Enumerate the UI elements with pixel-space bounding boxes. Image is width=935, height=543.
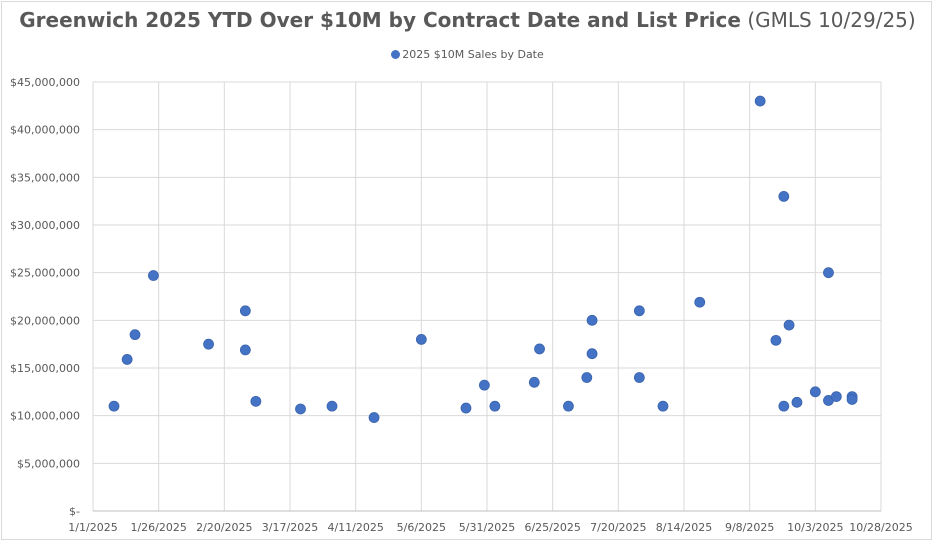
data-point	[148, 270, 159, 281]
x-tick-label: 6/25/2025	[524, 521, 580, 534]
data-point	[791, 396, 803, 408]
data-point	[415, 333, 427, 345]
x-tick-label: 8/14/2025	[656, 521, 712, 534]
data-point	[778, 190, 790, 202]
data-point	[250, 395, 262, 407]
data-point	[460, 402, 472, 414]
data-point	[778, 400, 790, 412]
data-point	[368, 412, 380, 423]
x-tick-label: 2/20/2025	[196, 521, 252, 534]
y-tick-label: $5,000,000	[17, 457, 80, 470]
data-point	[489, 400, 501, 412]
x-tick-label: 5/6/2025	[397, 521, 446, 534]
data-point	[528, 376, 540, 388]
y-tick-label: $15,000,000	[10, 362, 80, 375]
y-tick-label: $30,000,000	[10, 219, 80, 232]
data-point	[754, 95, 766, 107]
x-tick-label: 3/17/2025	[262, 521, 318, 534]
data-point	[108, 400, 120, 412]
data-point	[121, 354, 133, 365]
y-tick-label: $35,000,000	[10, 171, 80, 184]
legend-marker-icon	[391, 50, 401, 59]
chart-title-source: (GMLS 10/29/25)	[747, 8, 916, 32]
data-point	[770, 334, 782, 346]
data-point	[295, 403, 306, 415]
chart-title: Greenwich 2025 YTD Over $10M by Contract…	[0, 8, 935, 32]
x-tick-label: 1/1/2025	[68, 521, 117, 534]
data-point	[809, 386, 821, 398]
y-tick-label: $25,000,000	[10, 267, 80, 280]
data-point	[203, 338, 214, 350]
y-tick-label: $10,000,000	[10, 410, 80, 423]
data-point	[694, 296, 706, 308]
x-tick-label: 5/31/2025	[459, 521, 515, 534]
chart-legend: 2025 $10M Sales by Date	[0, 48, 935, 61]
data-point	[846, 394, 858, 405]
legend-label: 2025 $10M Sales by Date	[402, 48, 544, 61]
y-tick-label: $40,000,000	[10, 124, 80, 137]
data-point	[326, 400, 338, 412]
data-point	[239, 305, 251, 317]
data-point	[129, 329, 141, 341]
x-tick-label: 10/3/2025	[787, 521, 843, 534]
chart-title-main: Greenwich 2025 YTD Over $10M by Contract…	[19, 8, 741, 32]
data-point	[586, 348, 598, 360]
x-tick-label: 10/28/2025	[849, 521, 912, 534]
data-point	[783, 319, 795, 331]
data-point	[657, 400, 669, 412]
y-tick-label: $20,000,000	[10, 314, 80, 327]
data-point	[534, 343, 545, 355]
data-point	[633, 372, 645, 383]
data-point	[563, 400, 574, 412]
x-tick-label: 1/26/2025	[130, 521, 186, 534]
data-point	[823, 267, 834, 279]
x-tick-label: 4/11/2025	[327, 521, 383, 534]
data-point	[478, 379, 490, 391]
data-point	[586, 314, 598, 326]
x-tick-label: 7/20/2025	[590, 521, 646, 534]
data-point	[633, 305, 645, 317]
data-point	[239, 344, 251, 356]
data-point	[830, 391, 842, 403]
y-tick-label: $-	[69, 505, 80, 518]
x-tick-label: 9/8/2025	[725, 521, 774, 534]
data-point	[581, 372, 593, 383]
y-tick-label: $45,000,000	[10, 76, 80, 89]
